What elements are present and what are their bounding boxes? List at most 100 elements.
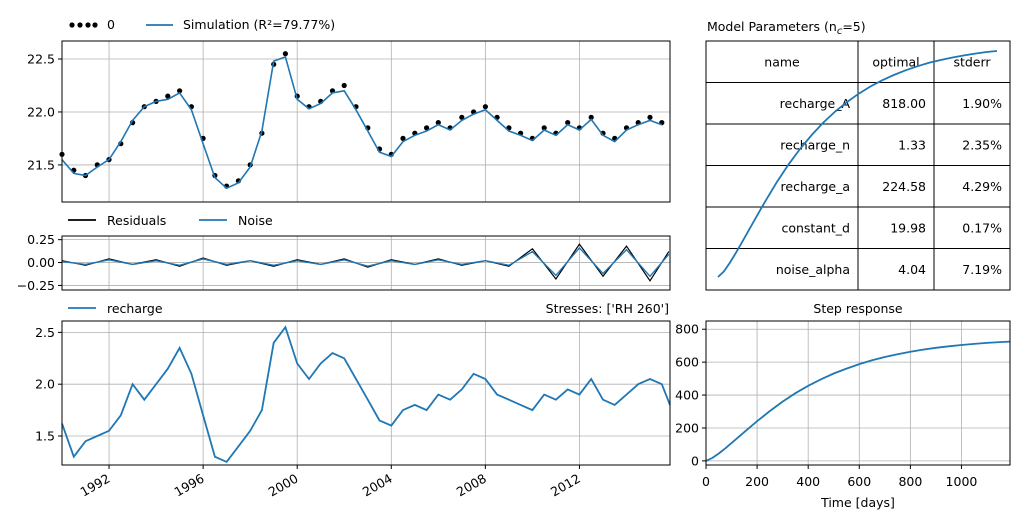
step-response-line — [705, 340, 1011, 462]
residual-panel: −0.25 0.00 0.25 — [17, 232, 671, 293]
table-value: recharge_A — [780, 96, 851, 111]
head-y-ticks: 21.5 22.0 22.5 — [27, 52, 62, 172]
table-value: 1.90% — [962, 96, 1002, 111]
simulation-line — [61, 55, 663, 190]
table-value: recharge_a — [781, 179, 850, 194]
table-cell — [933, 206, 1011, 249]
table-header: stderr — [953, 54, 991, 69]
x-tick-label: 1996 — [172, 471, 207, 500]
x-tick-label: 1000 — [946, 474, 978, 489]
observation-point — [435, 120, 441, 126]
table-grid: name optimal stderr recharge_A 818.00 1.90% re… — [705, 40, 1011, 291]
stresses-label: Stresses: ['RH 260'] — [546, 301, 669, 316]
table-value: 19.98 — [890, 220, 926, 235]
head-axes-frame — [61, 40, 671, 203]
stress-grid — [62, 321, 670, 465]
sim-legend-label: Simulation (R²=79.77%) — [183, 17, 335, 32]
table-value: 7.19% — [962, 262, 1002, 277]
table-cell — [705, 248, 859, 291]
y-tick-label: 22.0 — [27, 104, 55, 119]
stress-legend: recharge Stresses: ['RH 260'] — [68, 301, 669, 316]
table-cell — [857, 123, 935, 166]
observation-point — [588, 114, 594, 120]
observation-point — [647, 114, 653, 120]
step-xlabel: Time [days] — [820, 495, 895, 510]
y-tick-label: 0.00 — [27, 255, 55, 270]
stress-axes-frame — [61, 320, 671, 466]
observation-point — [541, 125, 547, 131]
residuals-legend-label: Residuals — [107, 213, 166, 228]
stress-x-ticks: 1992 1996 2000 2004 2008 2012 — [77, 465, 583, 500]
step-axes-frame — [705, 320, 1011, 466]
table-value: 224.58 — [882, 179, 926, 194]
table-value: recharge_n — [780, 137, 850, 152]
step-title: Step response — [813, 301, 903, 316]
x-tick-label: 600 — [847, 474, 871, 489]
x-tick-label: 2008 — [454, 471, 489, 500]
table-value: 4.04 — [898, 262, 926, 277]
x-tick-label: 2004 — [360, 471, 395, 500]
x-tick-label: 400 — [796, 474, 820, 489]
obs-legend-label: 0 — [107, 17, 115, 32]
residual-legend: Residuals Noise — [68, 213, 273, 228]
observation-point — [482, 104, 488, 110]
table-cell — [857, 165, 935, 208]
step-response-overlay-curve — [717, 50, 998, 278]
stress-y-ticks: 1.5 2.0 2.5 — [35, 325, 62, 443]
table-header: name — [764, 54, 800, 69]
recharge-line — [61, 325, 671, 464]
x-tick-label: 2012 — [548, 471, 583, 500]
observation-point — [400, 135, 406, 141]
table-cell — [705, 82, 859, 125]
table-cell — [933, 123, 1011, 166]
observation-point — [459, 114, 465, 120]
stress-panel: 1.5 2.0 2.5 1992 1996 2000 2004 2008 2012 — [35, 320, 671, 500]
step-grid — [705, 321, 1010, 465]
parameter-table: Model Parameters (nc=5) name optimal stder… — [705, 19, 1011, 291]
y-tick-label: 2.5 — [35, 325, 55, 340]
y-tick-label: −0.25 — [17, 278, 55, 293]
noise-line — [61, 246, 670, 278]
table-cell — [705, 206, 859, 249]
observation-point — [177, 88, 183, 94]
observation-point — [424, 125, 430, 131]
residual-y-ticks: −0.25 0.00 0.25 — [17, 232, 62, 293]
y-tick-label: 0 — [691, 453, 699, 468]
x-tick-label: 2000 — [266, 471, 301, 500]
head-legend: 0 Simulation (R²=79.77%) — [69, 17, 335, 32]
table-header: optimal — [872, 54, 919, 69]
y-tick-label: 1.5 — [35, 428, 55, 443]
x-tick-label: 1992 — [77, 471, 112, 500]
observation-point — [165, 93, 171, 99]
table-cell — [933, 248, 1011, 291]
y-tick-label: 200 — [675, 420, 699, 435]
table-value: 1.33 — [898, 137, 926, 152]
x-tick-label: 800 — [898, 474, 922, 489]
step-x-ticks: 0 200 400 600 800 1000 — [702, 465, 977, 489]
head-grid — [62, 41, 670, 202]
observation-point — [282, 51, 288, 57]
table-cell — [857, 248, 935, 291]
observation-point — [341, 82, 347, 89]
y-tick-label: 400 — [675, 388, 699, 403]
observation-point — [565, 120, 571, 126]
y-tick-label: 21.5 — [27, 157, 55, 172]
table-value: 0.17% — [962, 220, 1002, 235]
obs-legend-marker — [69, 22, 98, 28]
x-tick-label: 200 — [745, 474, 769, 489]
table-value: noise_alpha — [776, 262, 850, 277]
table-title: Model Parameters (nc=5) — [707, 19, 866, 37]
table-value: 2.35% — [962, 137, 1002, 152]
step-response-panel: Step response 0 200 400 600 800 0 200 400 600 80… — [675, 301, 1011, 510]
step-y-ticks: 0 200 400 600 800 — [675, 322, 706, 468]
table-value: constant_d — [781, 220, 850, 235]
y-tick-label: 0.25 — [27, 232, 55, 247]
y-tick-label: 2.0 — [35, 377, 55, 392]
y-tick-label: 22.5 — [27, 52, 55, 67]
table-cell — [857, 82, 935, 125]
table-cell — [933, 165, 1011, 208]
y-tick-label: 600 — [675, 355, 699, 370]
noise-legend-label: Noise — [238, 213, 273, 228]
table-value: 4.29% — [962, 179, 1002, 194]
